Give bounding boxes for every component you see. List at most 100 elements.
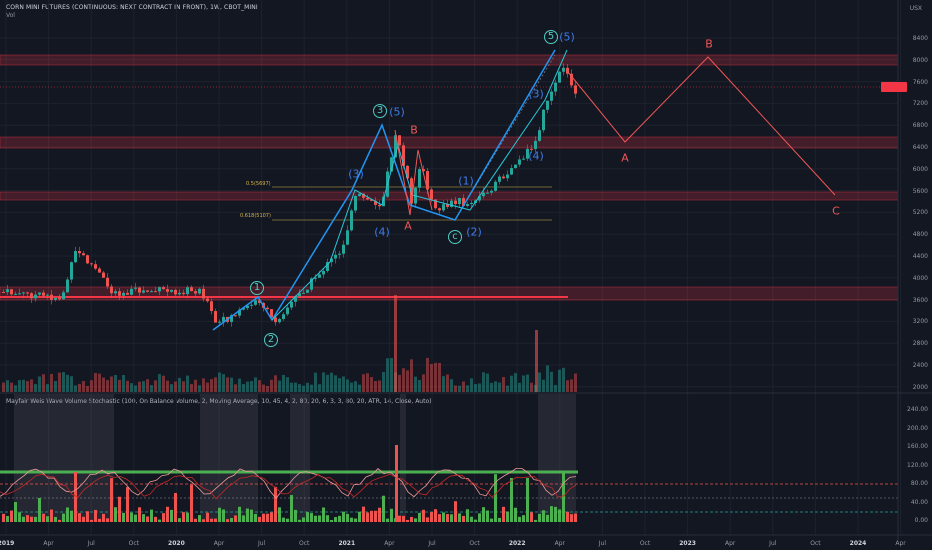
time-tick: Jul xyxy=(598,540,607,547)
candle-body xyxy=(354,196,357,211)
indicator-bar xyxy=(382,495,385,522)
candle-body xyxy=(318,274,321,278)
indicator-tick: 120.00 xyxy=(907,461,928,469)
indicator-spike xyxy=(395,445,398,522)
time-tick: Oct xyxy=(128,540,139,547)
indicator-shade xyxy=(400,394,406,522)
candle-body xyxy=(358,193,361,197)
candle-body xyxy=(94,264,97,269)
indicator-bar xyxy=(370,510,373,522)
candle-body xyxy=(230,315,233,322)
candle-body xyxy=(570,73,573,86)
wave-label-paren5: (5) xyxy=(389,105,405,119)
volume-bar xyxy=(498,382,501,392)
volume-bar xyxy=(242,383,245,392)
indicator-bar xyxy=(130,512,133,522)
volume-bar xyxy=(18,380,21,392)
volume-bar xyxy=(250,380,253,392)
indicator-bar xyxy=(406,519,409,522)
price-tick: 8400 xyxy=(912,35,928,42)
indicator-bar xyxy=(358,511,361,522)
candle-body xyxy=(462,197,465,206)
time-tick: 2020 xyxy=(168,540,185,547)
candle-body xyxy=(342,244,345,254)
candle-body xyxy=(54,297,57,300)
indicator-bar xyxy=(266,513,269,522)
wave-label-paren1: (1) xyxy=(458,174,474,188)
volume-bar xyxy=(214,377,217,392)
time-tick: Oct xyxy=(639,540,651,547)
candle-body xyxy=(22,292,25,294)
symbol-title[interactable]: CORN MINI FUTURES (CONTINUOUS: NEXT CONT… xyxy=(6,4,258,11)
wave-label-2: 2 xyxy=(264,333,278,347)
volume-bar xyxy=(554,385,557,392)
candle-body xyxy=(114,291,117,294)
volume-bar xyxy=(282,374,285,392)
indicator-bar xyxy=(354,518,357,522)
volume-bar xyxy=(430,363,433,392)
candle-body xyxy=(338,253,341,255)
indicator-bar xyxy=(186,512,189,522)
volume-bar xyxy=(542,379,545,392)
volume-bar xyxy=(462,381,465,392)
indicator-bar xyxy=(246,508,249,522)
candle-body xyxy=(370,199,373,201)
indicator-bar xyxy=(158,519,161,522)
volume-bar xyxy=(558,369,561,392)
candle-body xyxy=(26,292,29,294)
time-tick: 2022 xyxy=(508,540,526,547)
indicator-bar xyxy=(538,513,541,522)
indicator-bar xyxy=(454,501,457,522)
candle-body xyxy=(486,192,489,194)
candle-body xyxy=(82,253,85,256)
volume-bar xyxy=(218,372,221,392)
indicator-bar xyxy=(142,514,145,522)
indicator-bar xyxy=(114,507,117,522)
volume-bar xyxy=(418,379,421,392)
candle-body xyxy=(222,316,225,322)
volume-bar xyxy=(506,385,509,392)
volume-bar xyxy=(6,380,9,392)
candle-body xyxy=(10,289,13,295)
wave-label-paren3: (3) xyxy=(348,167,364,181)
volume-bar xyxy=(298,384,301,392)
candle-body xyxy=(146,290,149,292)
price-tick: 6800 xyxy=(912,122,928,130)
volume-bar xyxy=(402,368,405,392)
volume-bar xyxy=(566,380,569,392)
indicator-bar xyxy=(66,507,69,522)
volume-bar xyxy=(382,371,385,392)
candle-body xyxy=(402,145,405,166)
candle-body xyxy=(170,289,173,292)
candle-body xyxy=(194,291,197,294)
current-price-tag xyxy=(881,82,907,92)
candle-body xyxy=(250,304,253,306)
indicator-bar xyxy=(522,515,525,522)
candle-body xyxy=(50,294,53,300)
candle-body xyxy=(494,181,497,191)
volume-bar xyxy=(210,379,213,392)
volume-bar xyxy=(230,377,233,392)
volume-bar xyxy=(158,374,161,392)
indicator-bar xyxy=(182,512,185,522)
indicator-bar xyxy=(526,477,529,522)
indicator-bar xyxy=(466,509,469,522)
indicator-bar xyxy=(450,514,453,522)
price-tick: 8000 xyxy=(912,56,928,64)
candle-body xyxy=(350,210,353,231)
indicator-bar xyxy=(122,512,125,522)
volume-bar xyxy=(442,376,445,392)
volume-bar xyxy=(206,382,209,392)
indicator-tick: 200.00 xyxy=(907,424,928,432)
price-tick: 2800 xyxy=(912,340,928,348)
price-tick: 7200 xyxy=(912,100,928,108)
time-tick: Apr xyxy=(895,540,906,547)
candle-body xyxy=(366,197,369,200)
candle-body xyxy=(198,288,201,294)
indicator-bar xyxy=(498,517,501,522)
volume-bar xyxy=(486,373,489,392)
candle-body xyxy=(286,307,289,315)
indicator-bar xyxy=(374,510,377,522)
